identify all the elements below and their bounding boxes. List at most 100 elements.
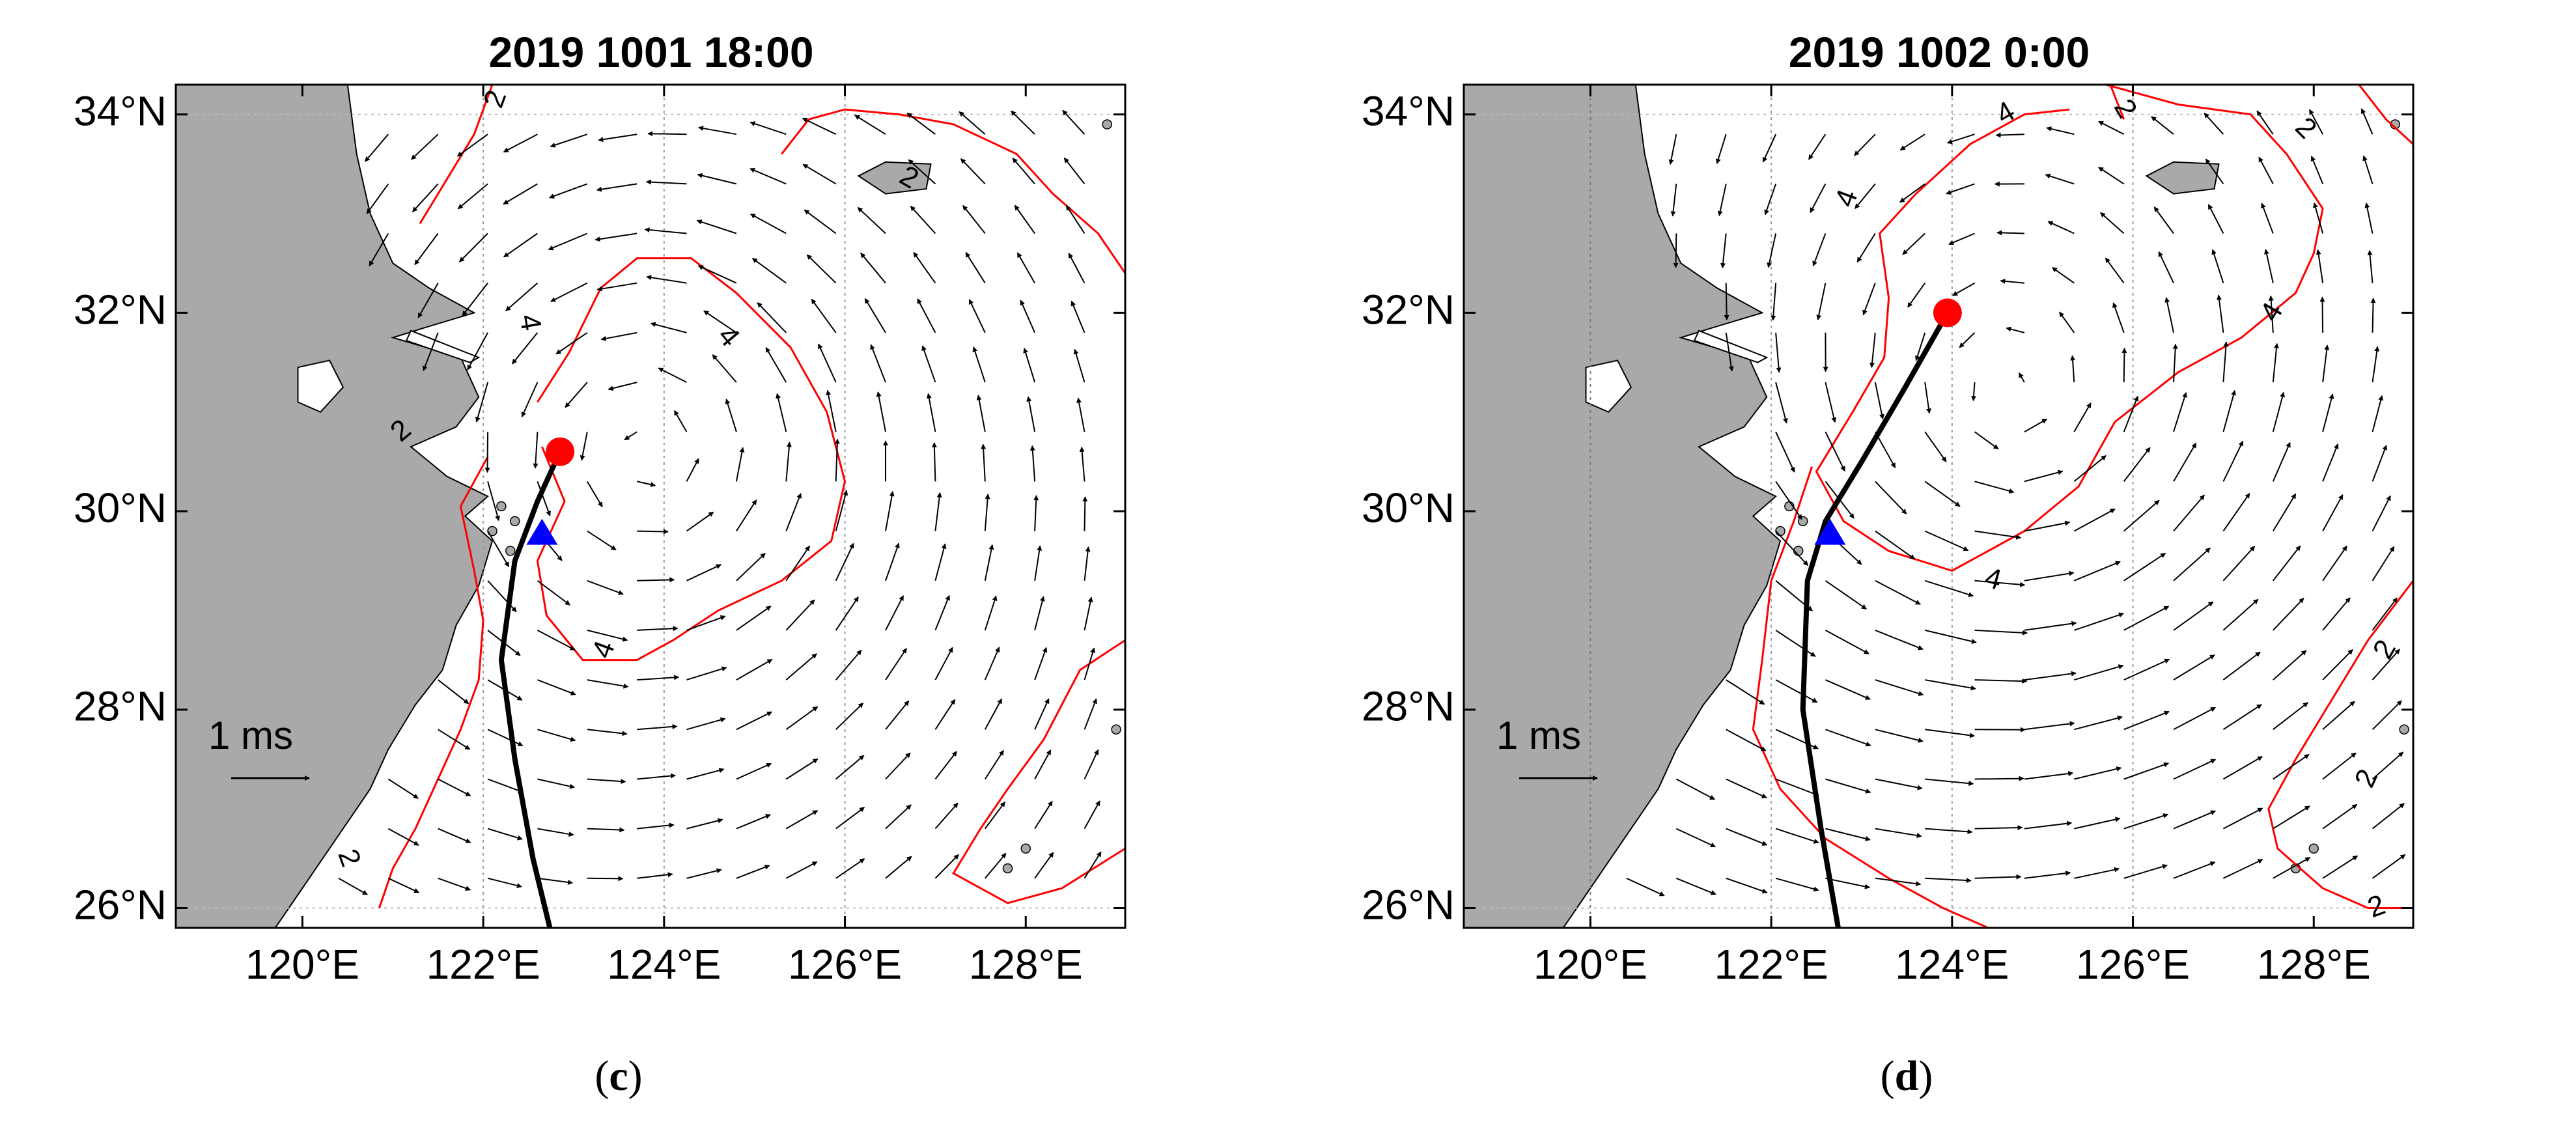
wind-vector <box>2372 395 2384 432</box>
wind-vector <box>2322 443 2339 482</box>
wind-vector <box>387 828 419 846</box>
wind-vector <box>1974 580 2026 587</box>
wind-vector <box>1771 283 1777 321</box>
wind-vector <box>854 115 886 135</box>
wind-vector <box>2367 249 2373 283</box>
wind-vector <box>1065 204 1085 234</box>
map-frame <box>1463 83 2415 929</box>
jeju-island <box>2145 161 2220 195</box>
wind-vector <box>1079 446 1085 482</box>
wind-vector <box>438 729 471 750</box>
wind-vector <box>984 749 1004 780</box>
wind-vector <box>438 679 469 705</box>
wind-vector <box>1726 778 1767 799</box>
chongming-island <box>405 329 481 363</box>
wind-vector <box>2123 395 2139 432</box>
wind-vector <box>2024 671 2077 681</box>
wind-vector <box>2024 820 2073 830</box>
wind-vector <box>2372 700 2402 731</box>
wind-vector <box>1825 630 1869 654</box>
wind-vector <box>1034 647 1048 680</box>
wind-vector <box>1875 729 1924 743</box>
wind-vector <box>1717 184 1727 217</box>
contour-label: 2 <box>2349 764 2385 792</box>
wind-vector <box>2123 447 2151 483</box>
wind-vector <box>1995 132 2024 138</box>
wind-vector <box>2322 494 2344 532</box>
wind-vector <box>1825 729 1871 747</box>
wind-vector <box>2205 158 2224 184</box>
wind-vector <box>2164 297 2174 333</box>
lat-tick-label: 26°N <box>1362 881 1455 928</box>
wind-vector <box>1825 828 1871 841</box>
wind-vector <box>2024 621 2077 631</box>
wind-vector <box>1726 729 1767 751</box>
wind-vector <box>749 121 787 135</box>
wind-vector <box>1855 183 1876 209</box>
wind-vector <box>725 399 737 432</box>
wind-vector <box>458 232 488 262</box>
wind-vector <box>365 133 389 162</box>
wind-vector <box>1974 678 2028 684</box>
wind-vector <box>686 768 725 780</box>
wind-vector <box>917 298 936 333</box>
wind-vector <box>1924 431 1947 462</box>
wind-vector <box>1720 233 1727 269</box>
contour-label: 2 <box>2289 111 2323 145</box>
wind-vector <box>835 858 865 879</box>
wind-vector <box>1874 382 1884 420</box>
wind-vector <box>736 658 773 680</box>
wind-vector <box>537 729 576 742</box>
wind-vector <box>1084 546 1091 581</box>
wind-vector <box>2362 155 2373 184</box>
wind-vector <box>1084 851 1102 879</box>
wind-vector <box>1914 332 1926 361</box>
wind-vector <box>1924 382 1931 414</box>
wind-vector <box>2123 710 2170 731</box>
wind-vector <box>1862 283 1876 316</box>
wind-vector <box>686 666 727 681</box>
wind-vector <box>2073 402 2092 432</box>
wind-vector <box>972 346 986 383</box>
lat-tick-label: 32°N <box>74 286 167 333</box>
wind-vector <box>2173 810 2217 830</box>
contour-line <box>378 456 489 908</box>
wind-vector <box>1775 332 1782 373</box>
wind-vector <box>2000 278 2024 284</box>
wind-vector <box>1762 133 1777 163</box>
wind-vector <box>2272 441 2291 482</box>
wind-vector <box>1971 382 1976 402</box>
wind-vector <box>2322 597 2351 631</box>
wind-vector <box>2372 751 2404 780</box>
wind-vector <box>806 254 837 284</box>
islet <box>1797 516 1808 527</box>
wind-vector <box>456 133 488 157</box>
wind-vector <box>962 205 986 234</box>
wind-vector <box>412 183 439 212</box>
wind-vector <box>1869 332 1876 369</box>
scale-label: 1 ms <box>1496 714 1581 757</box>
wind-vector <box>1924 629 1977 644</box>
wind-vector <box>637 723 678 731</box>
lon-tick-label: 124°E <box>607 941 721 988</box>
contour-line <box>2267 580 2413 909</box>
wind-vector <box>650 322 687 333</box>
wind-vector <box>2074 817 2121 830</box>
contour-label: 4 <box>1991 95 2021 131</box>
wind-vector <box>2105 257 2125 284</box>
wind-vector <box>1084 800 1100 830</box>
lat-tick-label: 34°N <box>74 88 167 135</box>
lat-tick-label: 26°N <box>74 881 167 928</box>
panel-title: 2019 1001 18:00 <box>488 28 814 76</box>
mainland-landmass <box>176 85 494 928</box>
wind-vector <box>1084 647 1095 680</box>
wind-vector <box>1974 481 2015 494</box>
wind-vector <box>647 131 687 137</box>
wind-vector <box>985 852 1007 879</box>
wind-vector <box>1825 382 1837 423</box>
jeju-island <box>857 161 932 195</box>
wind-vector <box>637 872 673 879</box>
wind-vector <box>934 751 957 780</box>
